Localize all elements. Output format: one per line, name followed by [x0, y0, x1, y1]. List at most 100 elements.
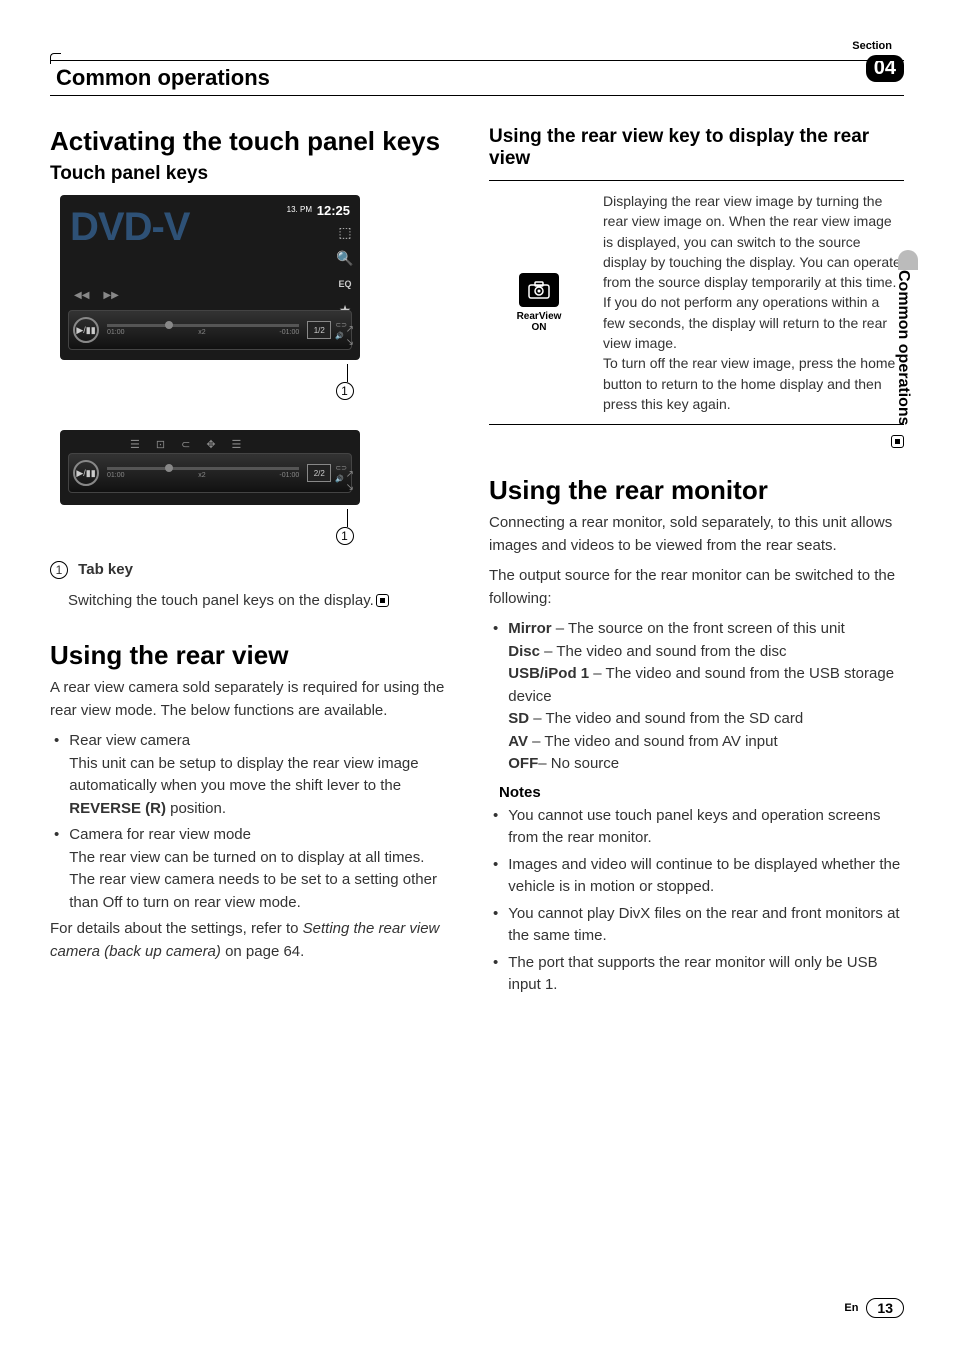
- clock-time: 12:25: [317, 203, 350, 218]
- rear-view-camera-title: Rear view camera: [69, 732, 190, 749]
- up-arrow-icon: ↗: [346, 324, 354, 335]
- time-prefix: 13. PM: [287, 205, 312, 214]
- rearview-intro: A rear view camera sold separately is re…: [50, 677, 465, 722]
- tabkey-item: 1 Tab key: [50, 559, 465, 582]
- rearview-icon-container: RearView ON: [489, 191, 589, 414]
- bottom-control-bar: ▶/▮▮ 01:00 x2 -01:00 1/2 ⊂⊃ 🔊: [68, 310, 352, 350]
- rearview-text-1: Displaying the rear view image by turnin…: [603, 191, 904, 353]
- list-icon: ☰: [232, 438, 242, 451]
- list-item: Images and video will continue to be dis…: [489, 854, 904, 899]
- callout-1a: 1: [230, 364, 465, 400]
- rearview-key-block: RearView ON Displaying the rear view ima…: [489, 180, 904, 425]
- notes-title: Notes: [499, 784, 904, 801]
- move-icon: ✥: [206, 438, 215, 451]
- note-1: Images and video will continue to be dis…: [508, 854, 904, 899]
- play-speed: x2: [198, 329, 205, 336]
- rearview-icon-label: RearView ON: [517, 311, 562, 333]
- remain-time: -01:00: [279, 329, 299, 336]
- ref-text-b: on page 64.: [221, 943, 304, 960]
- off-bold: OFF: [508, 755, 538, 772]
- scroll-arrows-2: ↗ ↘: [346, 469, 354, 493]
- progress-bar[interactable]: [107, 324, 299, 327]
- rear-monitor-p1: Connecting a rear monitor, sold separate…: [489, 512, 904, 557]
- header-bar: Common operations: [50, 60, 904, 96]
- ref-text-a: For details about the settings, refer to: [50, 920, 303, 937]
- av-bold: AV: [508, 733, 528, 750]
- sd-bold: SD: [508, 710, 529, 727]
- rearview-settings-ref: For details about the settings, refer to…: [50, 918, 465, 963]
- sidetab-decoration: [898, 250, 918, 270]
- left-column: Activating the touch panel keys Touch pa…: [50, 126, 465, 1001]
- elapsed-time: 01:00: [107, 329, 125, 336]
- notes-list: You cannot use touch panel keys and oper…: [489, 805, 904, 997]
- forward-icon: ▶▶: [103, 290, 118, 301]
- top-icon-row-2: ☰ ⊡ ⊂ ✥ ☰: [130, 438, 241, 451]
- tab-indicator-2[interactable]: 2/2: [307, 464, 331, 482]
- page-lang: En: [844, 1302, 858, 1314]
- heading-rear-monitor: Using the rear monitor: [489, 475, 904, 506]
- right-icon-column: ⬚ 🔍 EQ ★: [336, 223, 354, 319]
- tabkey-label: Tab key: [78, 561, 133, 578]
- list-item: Rear view camera This unit can be setup …: [50, 730, 465, 820]
- list-item: Mirror – The source on the front screen …: [489, 618, 904, 776]
- rearview-functions-list: Rear view camera This unit can be setup …: [50, 730, 465, 914]
- rear-view-camera-text1: This unit can be setup to display the re…: [69, 755, 418, 795]
- audio-icon: ☰: [130, 438, 140, 451]
- reverse-r-bold: REVERSE (R): [69, 800, 166, 817]
- rewind-icon: ◀◀: [74, 290, 89, 301]
- note-3: The port that supports the rear monitor …: [508, 952, 904, 997]
- down-arrow-icon-2: ↘: [346, 482, 354, 493]
- tabkey-number: 1: [50, 561, 68, 579]
- seek-row: ◀◀ ▶▶: [74, 290, 119, 301]
- heading-rear-view-key: Using the rear view key to display the r…: [489, 126, 904, 170]
- rearview-text-2: To turn off the rear view image, press t…: [603, 353, 904, 414]
- mirror-bold: Mirror: [508, 620, 551, 637]
- heading-using-rear-view: Using the rear view: [50, 640, 465, 671]
- play-speed-2: x2: [198, 472, 205, 479]
- list-item: Camera for rear view mode The rear view …: [50, 824, 465, 914]
- av-text: – The video and sound from AV input: [528, 733, 778, 750]
- heading-touch-panel-keys: Touch panel keys: [50, 163, 465, 185]
- list-item: You cannot play DivX files on the rear a…: [489, 903, 904, 948]
- callout-number-1a: 1: [336, 382, 354, 400]
- page-number-value: 13: [866, 1298, 904, 1318]
- right-column: Using the rear view key to display the r…: [489, 126, 904, 1001]
- note-0: You cannot use touch panel keys and oper…: [508, 805, 904, 850]
- mirror-text: – The source on the front screen of this…: [552, 620, 845, 637]
- section-end-icon: [891, 435, 904, 448]
- tabkey-description: Switching the touch panel keys on the di…: [68, 590, 465, 613]
- loop-icon: ⊂: [181, 438, 190, 451]
- sources-list: Mirror – The source on the front screen …: [489, 618, 904, 776]
- page-number: En 13: [844, 1298, 904, 1318]
- source-label: DVD-V: [70, 205, 189, 250]
- tab-indicator[interactable]: 1/2: [307, 321, 331, 339]
- rearview-description: Displaying the rear view image by turnin…: [603, 191, 904, 414]
- camera-mode-title: Camera for rear view mode: [69, 826, 251, 843]
- usb-bold: USB/iPod 1: [508, 665, 589, 682]
- up-arrow-icon-2: ↗: [346, 469, 354, 480]
- progress-bar-2[interactable]: [107, 467, 299, 470]
- camera-mode-text2: The rear view camera needs to be set to …: [69, 871, 437, 911]
- touch-panel-screenshot-1: DVD-V 13. PM 12:25 ⬚ 🔍 EQ ★ ◀◀ ▶▶ ⊡ ■ ▮▶…: [60, 195, 360, 360]
- block-end: [489, 433, 904, 451]
- down-arrow-icon: ↘: [346, 337, 354, 348]
- rear-view-camera-text2: position.: [166, 800, 226, 817]
- elapsed-time-2: 01:00: [107, 472, 125, 479]
- play-pause-button[interactable]: ▶/▮▮: [73, 317, 99, 343]
- disc-bold: Disc: [508, 643, 540, 660]
- disc-text: – The video and sound from the disc: [540, 643, 787, 660]
- search-icon: 🔍: [336, 249, 354, 267]
- play-pause-button-2[interactable]: ▶/▮▮: [73, 460, 99, 486]
- camera-icon: [528, 281, 550, 299]
- rear-monitor-p2: The output source for the rear monitor c…: [489, 565, 904, 610]
- sd-text: – The video and sound from the SD card: [529, 710, 803, 727]
- rearview-on-icon[interactable]: [519, 273, 559, 307]
- eq-icon: EQ: [336, 275, 354, 293]
- heading-activating: Activating the touch panel keys: [50, 126, 465, 157]
- list-item: The port that supports the rear monitor …: [489, 952, 904, 997]
- camera-mode-text1: The rear view can be turned on to displa…: [69, 849, 424, 866]
- header-title: Common operations: [56, 65, 904, 91]
- bottom-control-bar-2: ▶/▮▮ 01:00 x2 -01:00 2/2 ⊂⊃ 🔊: [68, 453, 352, 493]
- section-label: Section: [852, 40, 892, 52]
- touch-panel-screenshot-2: ☰ ⊡ ⊂ ✥ ☰ ▶/▮▮ 01:00 x2 -01:00 2/2: [60, 430, 360, 505]
